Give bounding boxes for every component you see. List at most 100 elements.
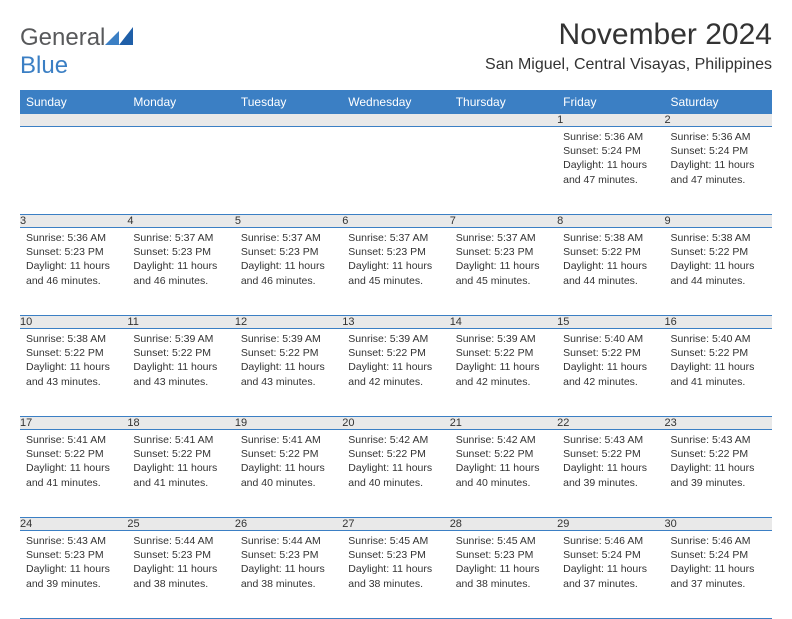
sunset-text: Sunset: 5:22 PM (241, 447, 336, 461)
day-details: Sunrise: 5:43 AMSunset: 5:22 PMDaylight:… (557, 430, 664, 494)
sunrise-text: Sunrise: 5:36 AM (563, 130, 658, 144)
sunset-text: Sunset: 5:22 PM (456, 447, 551, 461)
sunrise-text: Sunrise: 5:41 AM (241, 433, 336, 447)
daylight-text: Daylight: 11 hours and 38 minutes. (241, 562, 336, 590)
sunrise-text: Sunrise: 5:42 AM (348, 433, 443, 447)
day-details: Sunrise: 5:44 AMSunset: 5:23 PMDaylight:… (127, 531, 234, 595)
day-details: Sunrise: 5:39 AMSunset: 5:22 PMDaylight:… (342, 329, 449, 393)
sunset-text: Sunset: 5:23 PM (26, 548, 121, 562)
day-details: Sunrise: 5:38 AMSunset: 5:22 PMDaylight:… (20, 329, 127, 393)
week-daynum-row: 12 (20, 114, 772, 127)
daylight-text: Daylight: 11 hours and 45 minutes. (456, 259, 551, 287)
sunset-text: Sunset: 5:22 PM (348, 447, 443, 461)
day-number (342, 114, 449, 127)
daylight-text: Daylight: 11 hours and 42 minutes. (456, 360, 551, 388)
sunrise-text: Sunrise: 5:45 AM (456, 534, 551, 548)
day-number: 16 (665, 316, 772, 329)
week-body-row: Sunrise: 5:36 AMSunset: 5:24 PMDaylight:… (20, 127, 772, 215)
day-cell: Sunrise: 5:38 AMSunset: 5:22 PMDaylight:… (665, 228, 772, 316)
sunset-text: Sunset: 5:23 PM (133, 548, 228, 562)
day-cell: Sunrise: 5:37 AMSunset: 5:23 PMDaylight:… (450, 228, 557, 316)
title-block: November 2024 San Miguel, Central Visaya… (485, 18, 772, 74)
day-details: Sunrise: 5:39 AMSunset: 5:22 PMDaylight:… (235, 329, 342, 393)
day-details: Sunrise: 5:36 AMSunset: 5:24 PMDaylight:… (665, 127, 772, 191)
sunset-text: Sunset: 5:22 PM (563, 346, 658, 360)
day-number: 29 (557, 518, 664, 531)
day-number: 12 (235, 316, 342, 329)
sunrise-text: Sunrise: 5:40 AM (671, 332, 766, 346)
day-number: 23 (665, 417, 772, 430)
daylight-text: Daylight: 11 hours and 40 minutes. (348, 461, 443, 489)
daylight-text: Daylight: 11 hours and 43 minutes. (26, 360, 121, 388)
day-details: Sunrise: 5:43 AMSunset: 5:23 PMDaylight:… (20, 531, 127, 595)
sunset-text: Sunset: 5:22 PM (563, 447, 658, 461)
day-details: Sunrise: 5:46 AMSunset: 5:24 PMDaylight:… (665, 531, 772, 595)
daylight-text: Daylight: 11 hours and 39 minutes. (563, 461, 658, 489)
sunset-text: Sunset: 5:22 PM (26, 447, 121, 461)
sunrise-text: Sunrise: 5:39 AM (456, 332, 551, 346)
week-body-row: Sunrise: 5:38 AMSunset: 5:22 PMDaylight:… (20, 329, 772, 417)
sunset-text: Sunset: 5:24 PM (671, 144, 766, 158)
sunset-text: Sunset: 5:23 PM (456, 245, 551, 259)
day-cell: Sunrise: 5:45 AMSunset: 5:23 PMDaylight:… (342, 531, 449, 619)
sunset-text: Sunset: 5:22 PM (671, 245, 766, 259)
day-cell (342, 127, 449, 215)
daylight-text: Daylight: 11 hours and 46 minutes. (241, 259, 336, 287)
day-number: 22 (557, 417, 664, 430)
week-body-row: Sunrise: 5:36 AMSunset: 5:23 PMDaylight:… (20, 228, 772, 316)
day-number: 27 (342, 518, 449, 531)
day-cell: Sunrise: 5:46 AMSunset: 5:24 PMDaylight:… (665, 531, 772, 619)
day-details: Sunrise: 5:46 AMSunset: 5:24 PMDaylight:… (557, 531, 664, 595)
day-cell: Sunrise: 5:38 AMSunset: 5:22 PMDaylight:… (20, 329, 127, 417)
day-header: Monday (127, 90, 234, 114)
sunrise-text: Sunrise: 5:37 AM (241, 231, 336, 245)
daylight-text: Daylight: 11 hours and 42 minutes. (348, 360, 443, 388)
daylight-text: Daylight: 11 hours and 47 minutes. (671, 158, 766, 186)
day-details: Sunrise: 5:45 AMSunset: 5:23 PMDaylight:… (342, 531, 449, 595)
sunset-text: Sunset: 5:22 PM (348, 346, 443, 360)
day-number: 2 (665, 114, 772, 127)
day-header-row: SundayMondayTuesdayWednesdayThursdayFrid… (20, 90, 772, 114)
day-number: 9 (665, 215, 772, 228)
day-number: 13 (342, 316, 449, 329)
day-cell: Sunrise: 5:37 AMSunset: 5:23 PMDaylight:… (127, 228, 234, 316)
week-body-row: Sunrise: 5:43 AMSunset: 5:23 PMDaylight:… (20, 531, 772, 619)
sunrise-text: Sunrise: 5:39 AM (241, 332, 336, 346)
day-details: Sunrise: 5:43 AMSunset: 5:22 PMDaylight:… (665, 430, 772, 494)
day-cell (127, 127, 234, 215)
daylight-text: Daylight: 11 hours and 42 minutes. (563, 360, 658, 388)
day-details: Sunrise: 5:38 AMSunset: 5:22 PMDaylight:… (665, 228, 772, 292)
day-details: Sunrise: 5:37 AMSunset: 5:23 PMDaylight:… (235, 228, 342, 292)
sunrise-text: Sunrise: 5:44 AM (241, 534, 336, 548)
day-cell: Sunrise: 5:40 AMSunset: 5:22 PMDaylight:… (665, 329, 772, 417)
sunrise-text: Sunrise: 5:40 AM (563, 332, 658, 346)
day-cell: Sunrise: 5:41 AMSunset: 5:22 PMDaylight:… (20, 430, 127, 518)
calendar-table: SundayMondayTuesdayWednesdayThursdayFrid… (20, 90, 772, 619)
day-cell (235, 127, 342, 215)
week-daynum-row: 3456789 (20, 215, 772, 228)
day-details: Sunrise: 5:45 AMSunset: 5:23 PMDaylight:… (450, 531, 557, 595)
header: General Blue November 2024 San Miguel, C… (20, 18, 772, 80)
day-number (127, 114, 234, 127)
day-cell: Sunrise: 5:39 AMSunset: 5:22 PMDaylight:… (127, 329, 234, 417)
sunrise-text: Sunrise: 5:38 AM (26, 332, 121, 346)
sunrise-text: Sunrise: 5:46 AM (671, 534, 766, 548)
sunset-text: Sunset: 5:23 PM (133, 245, 228, 259)
week-daynum-row: 10111213141516 (20, 316, 772, 329)
sunset-text: Sunset: 5:24 PM (563, 144, 658, 158)
day-number: 8 (557, 215, 664, 228)
daylight-text: Daylight: 11 hours and 38 minutes. (133, 562, 228, 590)
day-number: 11 (127, 316, 234, 329)
sunset-text: Sunset: 5:23 PM (26, 245, 121, 259)
day-number: 21 (450, 417, 557, 430)
day-details: Sunrise: 5:37 AMSunset: 5:23 PMDaylight:… (127, 228, 234, 292)
daylight-text: Daylight: 11 hours and 39 minutes. (26, 562, 121, 590)
sunrise-text: Sunrise: 5:42 AM (456, 433, 551, 447)
day-number: 19 (235, 417, 342, 430)
sunrise-text: Sunrise: 5:43 AM (26, 534, 121, 548)
sunrise-text: Sunrise: 5:38 AM (671, 231, 766, 245)
day-header: Tuesday (235, 90, 342, 114)
sunrise-text: Sunrise: 5:39 AM (133, 332, 228, 346)
day-details: Sunrise: 5:44 AMSunset: 5:23 PMDaylight:… (235, 531, 342, 595)
sunrise-text: Sunrise: 5:39 AM (348, 332, 443, 346)
